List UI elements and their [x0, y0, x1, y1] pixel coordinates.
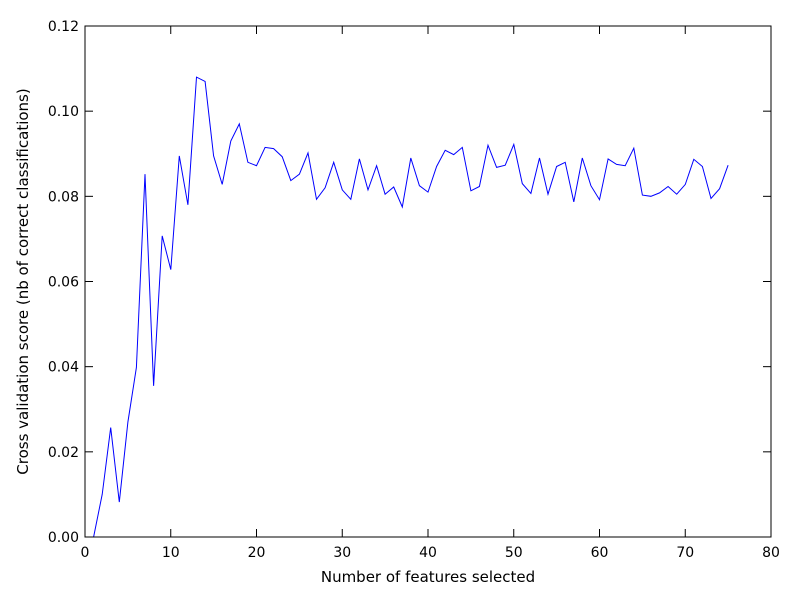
x-tick-label: 30 [333, 545, 351, 561]
y-axis-label: Cross validation score (nb of correct cl… [14, 88, 32, 474]
x-tick-label: 0 [81, 545, 90, 561]
y-tick-label: 0.04 [48, 360, 79, 376]
x-tick-label: 70 [676, 545, 694, 561]
x-axis-label: Number of features selected [321, 568, 535, 586]
x-tick-label: 50 [505, 545, 523, 561]
x-tick-label: 10 [162, 545, 180, 561]
y-tick-label: 0.02 [48, 445, 79, 461]
x-tick-label: 60 [591, 545, 609, 561]
x-tick-label: 80 [762, 545, 780, 561]
axis-tick-labels: 0 10 20 30 40 50 60 70 80 0.00 0.02 0.04 0.06 0.08 0.1… [48, 19, 780, 561]
series-line [93, 76, 729, 538]
y-tick-label: 0.06 [48, 275, 79, 291]
x-tick-label: 40 [419, 545, 437, 561]
plot-frame [84, 25, 772, 538]
y-tick-label: 0.12 [48, 19, 79, 35]
y-tick-label: 0.10 [48, 104, 79, 120]
x-tick-label: 20 [248, 545, 266, 561]
y-tick-label: 0.00 [48, 530, 79, 546]
y-tick-label: 0.08 [48, 189, 79, 205]
